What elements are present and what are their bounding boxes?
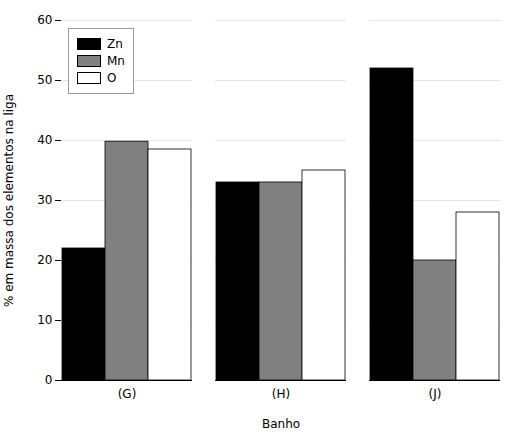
html-text:Mn: Mn bbox=[107, 54, 125, 68]
svg-text:50: 50 bbox=[37, 73, 52, 87]
svg-text:0: 0 bbox=[45, 373, 53, 387]
svg-text:(H): (H) bbox=[272, 387, 290, 401]
svg-text:% em massa dos elementos na li: % em massa dos elementos na liga bbox=[2, 94, 16, 307]
html-text:Zn: Zn bbox=[107, 37, 123, 51]
html-text:O: O bbox=[107, 71, 117, 85]
svg-text:60: 60 bbox=[37, 13, 52, 27]
svg-text:10: 10 bbox=[37, 313, 52, 327]
svg-text:Banho: Banho bbox=[262, 417, 300, 431]
svg-text:30: 30 bbox=[37, 193, 52, 207]
svg-text:(J): (J) bbox=[429, 387, 442, 401]
svg-text:20: 20 bbox=[37, 253, 52, 267]
svg-text:40: 40 bbox=[37, 133, 52, 147]
svg-text:(G): (G) bbox=[118, 387, 137, 401]
